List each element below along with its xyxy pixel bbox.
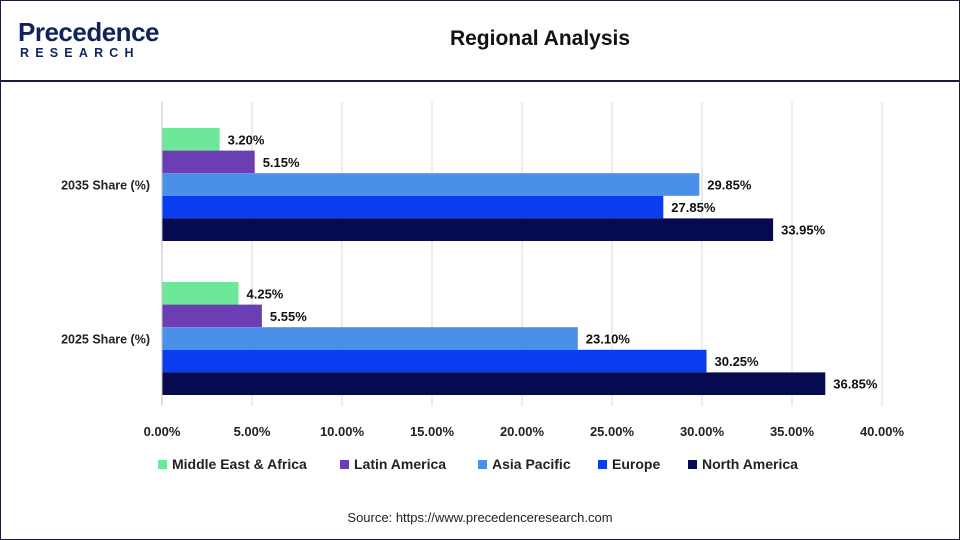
legend-item: Middle East & Africa xyxy=(158,454,307,474)
legend-label: Asia Pacific xyxy=(492,456,571,472)
legend-swatch xyxy=(478,459,487,469)
bar xyxy=(162,218,774,241)
bar xyxy=(162,349,707,373)
data-label: 27.85% xyxy=(671,200,716,215)
category-label: 2025 Share (%) xyxy=(61,333,150,347)
data-label: 33.95% xyxy=(781,223,826,238)
bar xyxy=(162,304,262,328)
category-label: 2035 Share (%) xyxy=(61,179,150,193)
x-tick-label: 20.00% xyxy=(500,424,545,439)
legend-label: North America xyxy=(702,456,798,472)
data-label: 4.25% xyxy=(247,286,284,301)
bar xyxy=(162,195,664,219)
chart-legend: Middle East & Africa Latin America Asia Pa… xyxy=(0,454,960,474)
bar xyxy=(162,150,255,174)
logo-wordmark: Precedence xyxy=(18,17,159,47)
legend-label: Latin America xyxy=(354,456,447,472)
data-label: 36.85% xyxy=(833,377,878,392)
x-tick-label: 35.00% xyxy=(770,424,815,439)
bar-chart: 0.00% 5.00% 10.00% 15.00% 20.00% 25.00% 30.00%… xyxy=(61,102,905,439)
legend-item: Europe xyxy=(598,454,660,474)
legend-item: Latin America xyxy=(340,454,446,474)
bar xyxy=(162,128,220,151)
data-label: 3.20% xyxy=(228,132,265,147)
legend-swatch xyxy=(688,459,697,469)
legend-item: Asia Pacific xyxy=(478,454,571,474)
x-tick-label: 10.00% xyxy=(320,424,365,439)
logo-subtitle: RESEARCH xyxy=(20,46,140,60)
header: Precedence RESEARCH Regional Analysis xyxy=(0,0,960,82)
data-label: 29.85% xyxy=(707,178,752,193)
legend-label: Europe xyxy=(612,456,661,472)
bar xyxy=(162,282,239,305)
bar xyxy=(162,327,578,350)
page-title: Regional Analysis xyxy=(449,27,631,50)
legend-swatch xyxy=(340,459,349,469)
x-tick-label: 40.00% xyxy=(860,424,905,439)
data-label: 5.55% xyxy=(270,309,307,324)
x-tick-label: 25.00% xyxy=(590,424,635,439)
x-tick-label: 0.00% xyxy=(144,424,181,439)
x-tick-label: 5.00% xyxy=(234,424,271,439)
legend-label: Middle East & Africa xyxy=(172,456,307,472)
x-tick-label: 15.00% xyxy=(410,424,455,439)
source-note: Source: https://www.precedenceresearch.c… xyxy=(347,510,613,525)
data-label: 30.25% xyxy=(715,354,760,369)
bar xyxy=(162,372,826,395)
bar xyxy=(162,173,700,196)
legend-swatch xyxy=(158,459,167,469)
legend-swatch xyxy=(598,459,607,469)
x-tick-label: 30.00% xyxy=(680,424,725,439)
brand-logo: Precedence RESEARCH xyxy=(18,18,168,62)
data-label: 5.15% xyxy=(263,155,300,170)
data-label: 23.10% xyxy=(586,332,631,347)
legend-item: North America xyxy=(688,454,798,474)
